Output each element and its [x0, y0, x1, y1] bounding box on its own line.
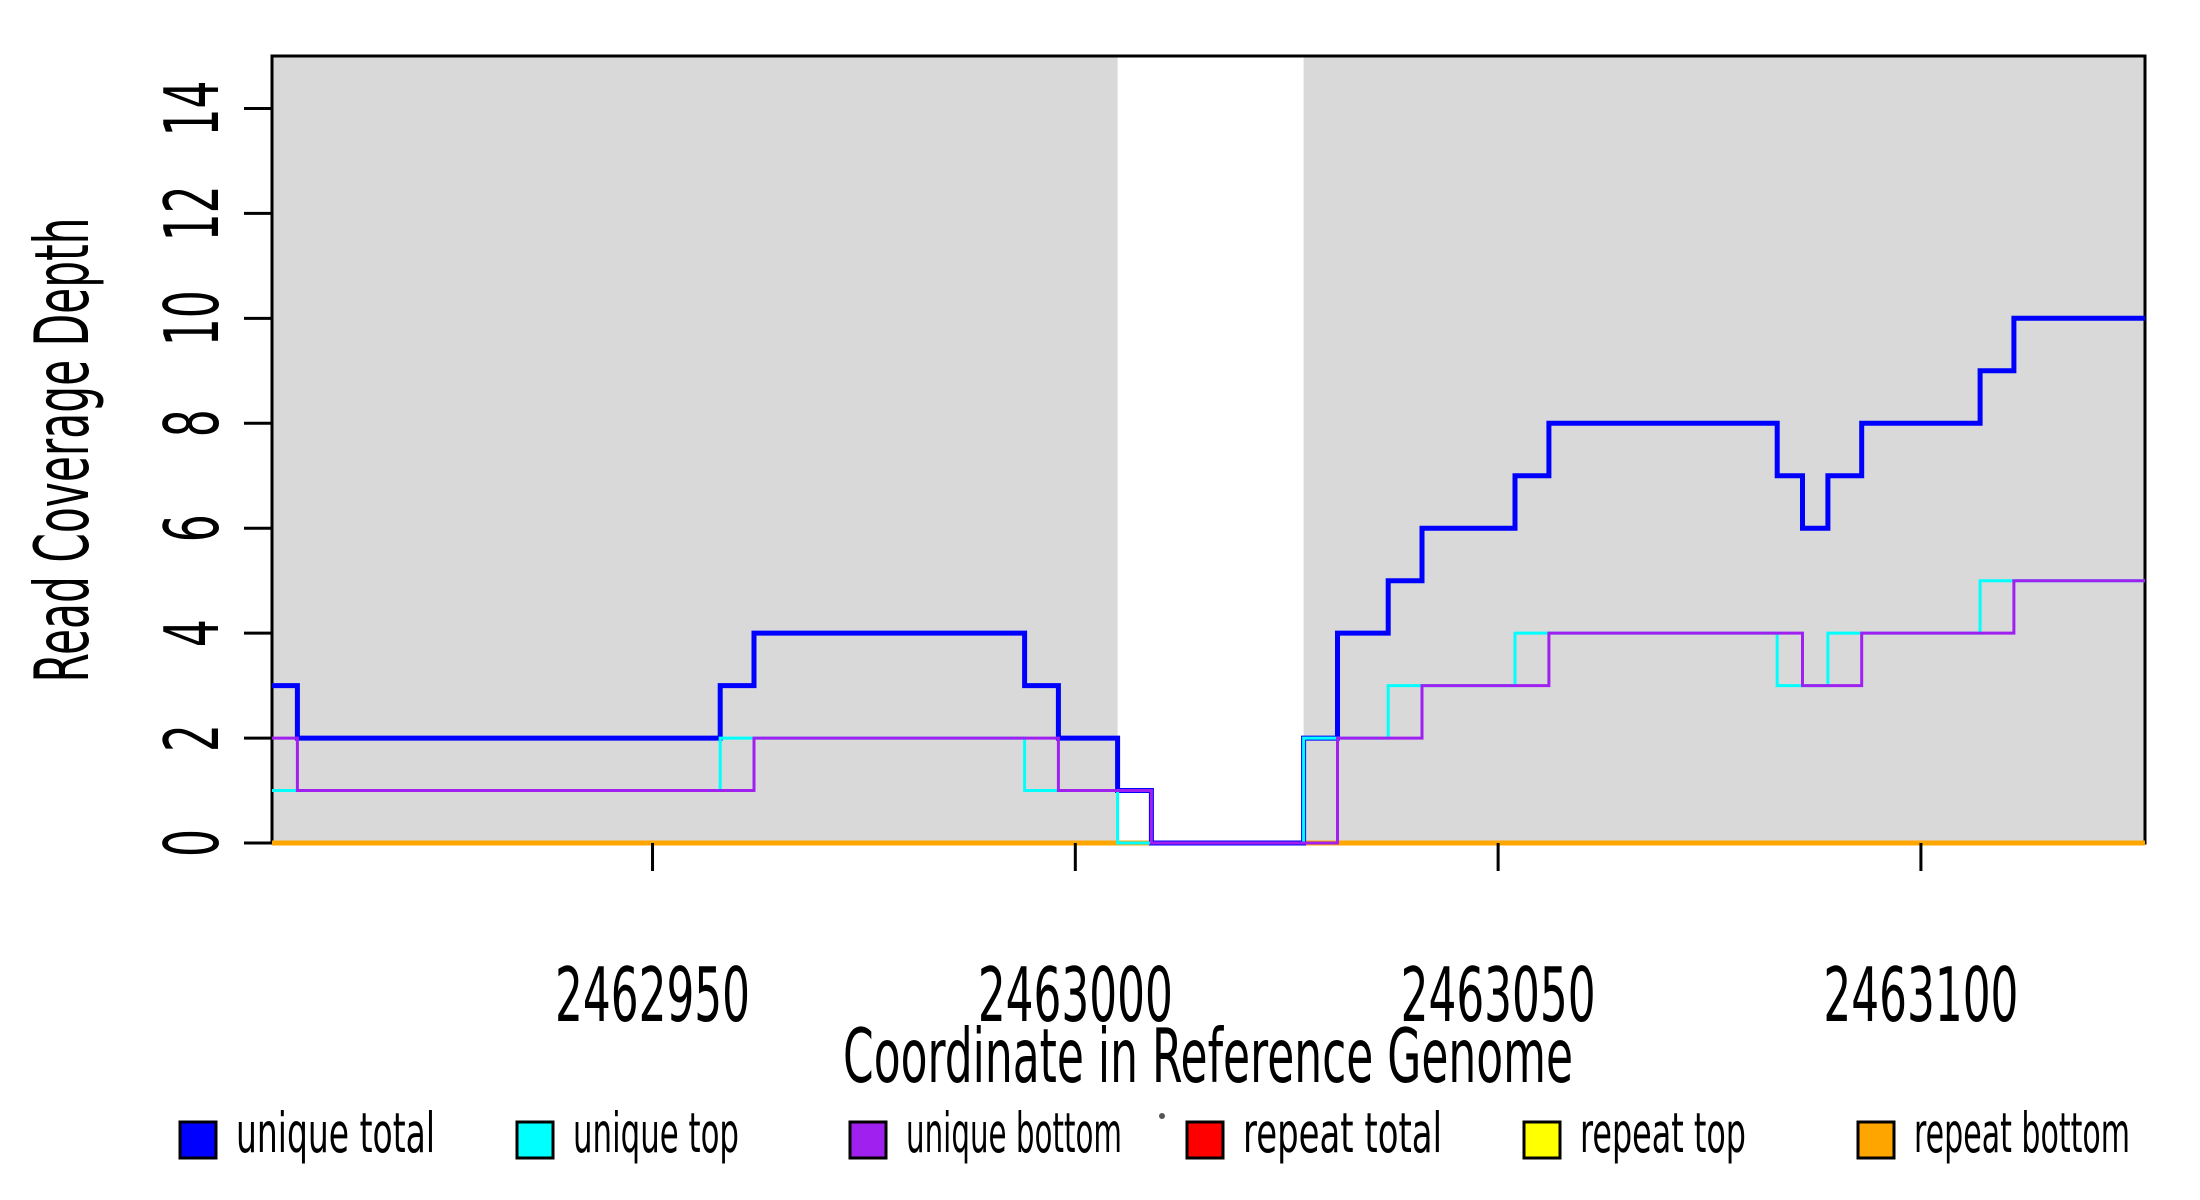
y-axis-tick-label: 4: [148, 619, 236, 647]
x-axis-tick-label: 2462950: [555, 951, 750, 1039]
series-line-unique-top: [272, 579, 2145, 845]
y-axis-tick-label: 12: [148, 185, 236, 241]
x-axis-tick-label: 2463100: [1823, 951, 2018, 1039]
y-axis-tick-label: 0: [148, 829, 236, 857]
series-layer: [272, 315, 2145, 846]
legend-swatch-unique-total: [178, 1120, 218, 1160]
legend-label-unique-top: unique top: [573, 1101, 739, 1165]
legend-swatch-repeat-bottom: [1856, 1120, 1896, 1160]
y-axis-title: Read Coverage Depth: [18, 218, 106, 683]
series-line-unique-bottom: [272, 579, 2145, 845]
y-axis-tick-label: 6: [148, 514, 236, 542]
legend-swatch-repeat-total: [1185, 1120, 1225, 1160]
stray-mark: [1159, 1113, 1165, 1119]
legend-label-unique-bottom: unique bottom: [906, 1101, 1122, 1165]
y-axis-tick-label: 8: [148, 409, 236, 437]
legend-swatch-repeat-top: [1522, 1120, 1562, 1160]
shaded-regions-layer: [272, 56, 2145, 843]
legend: unique total unique top unique bottom repea…: [178, 1101, 2130, 1165]
x-axis-tick-label: 2463000: [978, 951, 1173, 1039]
x-axis-title: Coordinate in Reference Genome: [843, 1012, 1573, 1100]
shaded-region-covered-block-right: [1303, 56, 2145, 843]
y-axis-tick-label: 14: [148, 81, 236, 137]
legend-swatch-unique-top: [515, 1120, 555, 1160]
legend-label-repeat-bottom: repeat bottom: [1914, 1101, 2130, 1165]
y-axis-tick-label: 2: [148, 724, 236, 752]
legend-label-unique-total: unique total: [236, 1101, 435, 1165]
legend-label-repeat-top: repeat top: [1580, 1101, 1746, 1165]
axes-layer: 2462950 2463000 2463050 2463100 0 2 4 6 8 10 12 14: [148, 81, 2018, 1040]
x-axis-tick-label: 2463050: [1401, 951, 1596, 1039]
legend-swatch-unique-bottom: [848, 1120, 888, 1160]
series-line-unique-total: [272, 315, 2145, 846]
shaded-region-covered-block-left: [272, 56, 1118, 843]
legend-label-repeat-total: repeat total: [1243, 1101, 1442, 1165]
y-axis-tick-label: 10: [148, 290, 236, 346]
